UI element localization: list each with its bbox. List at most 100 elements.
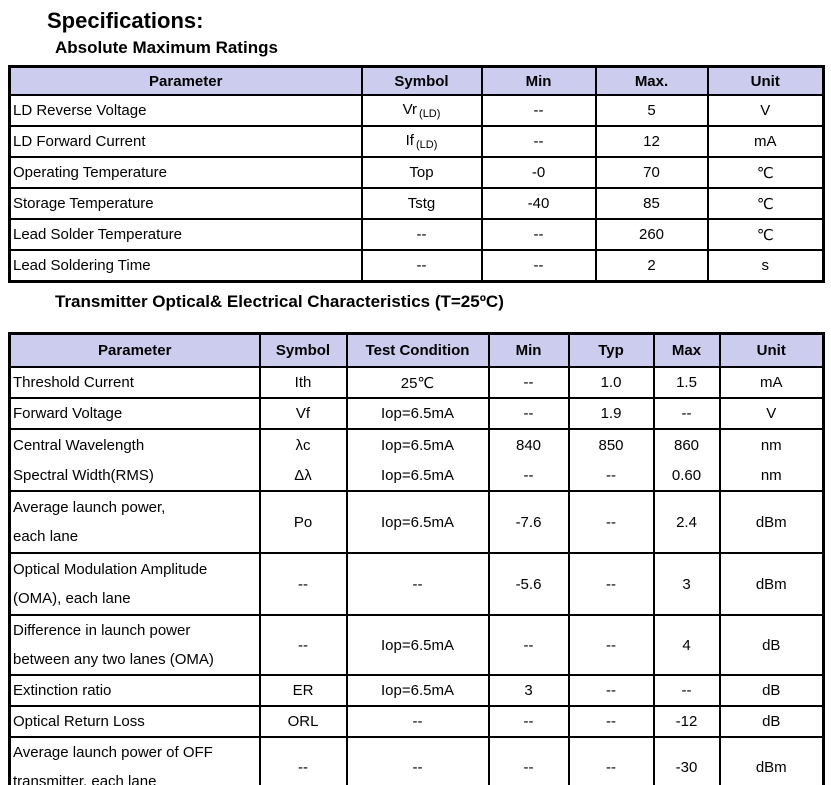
symbol-cell: Vf <box>258 397 348 430</box>
min-cell: -0 <box>480 156 597 189</box>
table-row: LD Forward Current If (LD) -- 12 mA <box>8 125 825 158</box>
table-row: Average launch power of OFF transmitter,… <box>8 736 825 785</box>
min-cell: -- <box>487 397 570 430</box>
table-row: Optical Return Loss ORL -- -- -- -12 dB <box>8 705 825 738</box>
header-max: Max <box>652 332 721 368</box>
unit-cell: dBm <box>718 490 825 554</box>
header-unit: Unit <box>718 332 825 368</box>
header-min: Min <box>480 65 597 96</box>
symbol-cell: Ith <box>258 366 348 399</box>
table-row: Difference in launch power between any t… <box>8 614 825 676</box>
table-row: Lead Soldering Time -- -- 2 s <box>8 249 825 283</box>
max-cell: -30 <box>652 736 721 785</box>
table-header-row: Parameter Symbol Min Max. Unit <box>8 65 825 96</box>
table-row: Optical Modulation Amplitude (OMA), each… <box>8 552 825 616</box>
symbol-cell: ER <box>258 674 348 707</box>
max-cell: 85 <box>594 187 709 220</box>
typ-cell: -- <box>567 674 655 707</box>
symbol-cell: -- <box>258 736 348 785</box>
condition-cell: Iop=6.5mA <box>345 614 490 676</box>
max-cell: 260 <box>594 218 709 251</box>
param-cell: Forward Voltage <box>8 397 261 430</box>
param-cell: Optical Return Loss <box>8 705 261 738</box>
min-cell: 840 <box>487 428 570 460</box>
max-cell: 860 <box>652 428 721 460</box>
table-row: Operating Temperature Top -0 70 ℃ <box>8 156 825 189</box>
max-cell: 2 <box>594 249 709 283</box>
unit-cell: ℃ <box>706 218 825 251</box>
section-title-absolute-maximum-ratings: Absolute Maximum Ratings <box>55 38 278 57</box>
table-header-row: Parameter Symbol Test Condition Min Typ … <box>8 332 825 368</box>
max-cell: 4 <box>652 614 721 676</box>
param-cell: Lead Solder Temperature <box>8 218 363 251</box>
typ-cell: 1.0 <box>567 366 655 399</box>
max-cell: -12 <box>652 705 721 738</box>
unit-cell: dB <box>718 674 825 707</box>
absolute-maximum-ratings-table: Parameter Symbol Min Max. Unit LD Revers… <box>8 65 825 283</box>
param-cell: Lead Soldering Time <box>8 249 363 283</box>
param-cell: Optical Modulation Amplitude (OMA), each… <box>8 552 261 616</box>
typ-cell: -- <box>567 552 655 616</box>
param-cell: Average launch power of OFF transmitter,… <box>8 736 261 785</box>
unit-cell: mA <box>718 366 825 399</box>
typ-cell: -- <box>567 736 655 785</box>
unit-cell: ℃ <box>706 156 825 189</box>
param-cell: LD Forward Current <box>8 125 363 158</box>
param-cell: Storage Temperature <box>8 187 363 220</box>
param-cell: Extinction ratio <box>8 674 261 707</box>
max-cell: 12 <box>594 125 709 158</box>
param-cell: Spectral Width(RMS) <box>8 459 261 492</box>
header-symbol: Symbol <box>258 332 348 368</box>
typ-cell: -- <box>567 614 655 676</box>
min-cell: 3 <box>487 674 570 707</box>
min-cell: -- <box>480 249 597 283</box>
min-cell: -- <box>480 218 597 251</box>
symbol-subscript: (LD) <box>415 139 438 151</box>
header-unit: Unit <box>706 65 825 96</box>
unit-cell: nm <box>718 459 825 492</box>
param-cell: Average launch power, each lane <box>8 490 261 554</box>
max-cell: 0.60 <box>652 459 721 492</box>
min-cell: -7.6 <box>487 490 570 554</box>
header-min: Min <box>487 332 570 368</box>
min-cell: -- <box>487 705 570 738</box>
condition-cell: Iop=6.5mA <box>345 397 490 430</box>
max-cell: 3 <box>652 552 721 616</box>
symbol-subscript: (LD) <box>419 108 441 120</box>
unit-cell: s <box>706 249 825 283</box>
header-symbol: Symbol <box>360 65 483 96</box>
max-cell: 2.4 <box>652 490 721 554</box>
condition-cell: 25℃ <box>345 366 490 399</box>
min-cell: -40 <box>480 187 597 220</box>
max-cell: 70 <box>594 156 709 189</box>
header-test-condition: Test Condition <box>345 332 490 368</box>
param-cell: LD Reverse Voltage <box>8 94 363 127</box>
max-cell: 1.5 <box>652 366 721 399</box>
min-cell: -- <box>487 736 570 785</box>
symbol-cell: Tstg <box>360 187 483 220</box>
param-cell: Operating Temperature <box>8 156 363 189</box>
typ-cell: -- <box>567 490 655 554</box>
symbol-cell: If (LD) <box>360 125 483 158</box>
table-row: Threshold Current Ith 25℃ -- 1.0 1.5 mA <box>8 366 825 399</box>
param-cell: Central Wavelength <box>8 428 261 460</box>
table-row: Extinction ratio ER Iop=6.5mA 3 -- -- dB <box>8 674 825 707</box>
symbol-cell: Vr (LD) <box>360 94 483 127</box>
condition-cell: -- <box>345 705 490 738</box>
min-cell: -- <box>487 614 570 676</box>
section-title-transmitter-characteristics: Transmitter Optical& Electrical Characte… <box>55 292 504 311</box>
symbol-cell: -- <box>360 218 483 251</box>
table-row: Storage Temperature Tstg -40 85 ℃ <box>8 187 825 220</box>
table-row: LD Reverse Voltage Vr (LD) -- 5 V <box>8 94 825 127</box>
condition-cell: Iop=6.5mA <box>345 459 490 492</box>
condition-cell: Iop=6.5mA <box>345 674 490 707</box>
param-cell: Threshold Current <box>8 366 261 399</box>
typ-cell: -- <box>567 705 655 738</box>
unit-cell: ℃ <box>706 187 825 220</box>
transmitter-characteristics-table: Parameter Symbol Test Condition Min Typ … <box>8 332 825 785</box>
max-cell: -- <box>652 397 721 430</box>
symbol-main: If <box>405 132 414 149</box>
table-row: Average launch power, each lane Po Iop=6… <box>8 490 825 554</box>
symbol-main: Vr <box>402 101 418 118</box>
